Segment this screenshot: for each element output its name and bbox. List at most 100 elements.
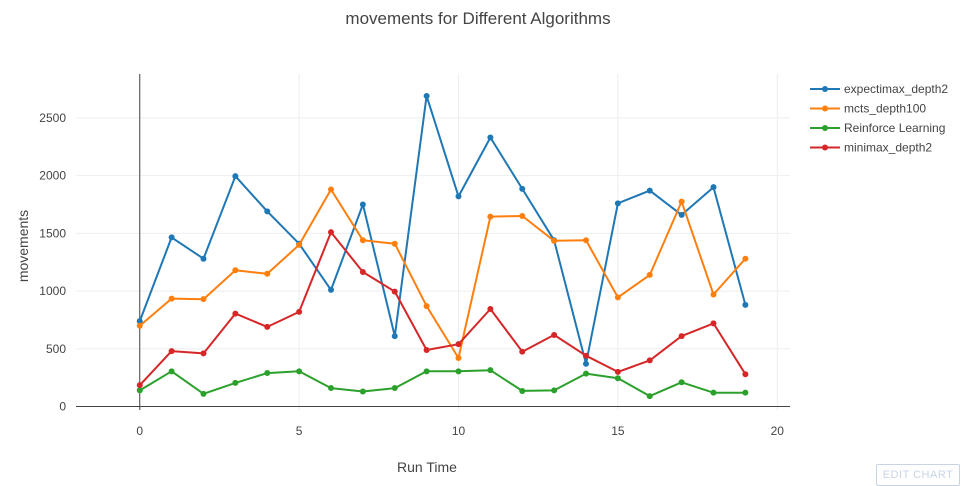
data-point[interactable] [328,186,334,193]
data-point[interactable] [391,240,398,247]
data-point[interactable] [200,390,207,397]
chart-title: movements for Different Algorithms [345,9,610,28]
data-point[interactable] [359,237,366,244]
data-point[interactable] [136,387,143,394]
data-point[interactable] [614,200,621,207]
data-point[interactable] [646,393,653,400]
data-point[interactable] [551,331,558,338]
data-point[interactable] [296,308,303,315]
data-point[interactable] [359,269,366,276]
legend-item[interactable]: expectimax_depth2 [810,82,948,96]
data-point[interactable] [136,322,143,329]
data-point[interactable] [678,379,685,386]
data-point[interactable] [455,193,462,200]
data-point[interactable] [519,213,526,220]
data-point[interactable] [264,270,271,277]
legend-marker [822,105,828,112]
data-point[interactable] [742,389,749,396]
data-point[interactable] [519,387,526,394]
data-point[interactable] [487,367,494,374]
data-point[interactable] [168,295,175,302]
data-point[interactable] [136,318,143,325]
data-point[interactable] [168,368,175,375]
data-point[interactable] [519,185,526,192]
data-point[interactable] [614,368,621,375]
data-point[interactable] [678,211,685,218]
data-point[interactable] [168,234,175,241]
legend-item[interactable]: minimax_depth2 [810,141,932,155]
data-point[interactable] [423,92,430,99]
legend-item[interactable]: Reinforce Learning [810,121,945,135]
data-point[interactable] [487,305,494,312]
data-point[interactable] [710,291,717,298]
data-point[interactable] [614,375,621,382]
data-point[interactable] [423,346,430,353]
data-point[interactable] [614,294,621,301]
data-point[interactable] [423,303,430,310]
y-tick-label: 1000 [39,284,66,298]
data-point[interactable] [359,388,366,395]
data-point[interactable] [742,301,749,308]
data-point[interactable] [232,310,239,317]
legend[interactable]: expectimax_depth2 mcts_depth100 Reinforce … [810,82,948,155]
data-point[interactable] [710,320,717,327]
data-point[interactable] [646,271,653,278]
data-point[interactable] [455,368,462,375]
data-point[interactable] [200,350,207,357]
data-point[interactable] [232,173,239,180]
data-point[interactable] [583,237,589,244]
data-point[interactable] [455,355,462,362]
data-point[interactable] [742,371,749,378]
legend-item[interactable]: mcts_depth100 [810,102,926,116]
data-point[interactable] [583,370,589,377]
series-line [139,231,747,386]
legend-label: Reinforce Learning [844,121,945,135]
data-point[interactable] [678,198,685,205]
data-point[interactable] [710,389,717,396]
data-point[interactable] [328,385,334,392]
legend-marker [822,125,828,131]
data-point[interactable] [423,368,430,375]
data-point[interactable] [551,387,558,394]
edit-chart-button[interactable]: EDIT CHART [876,464,960,486]
x-axis-label: Run Time [397,459,457,475]
data-point[interactable] [391,288,398,295]
data-point[interactable] [264,323,271,330]
data-point[interactable] [710,184,717,191]
data-point[interactable] [487,134,494,141]
data-point[interactable] [742,255,749,262]
data-point[interactable] [232,267,239,274]
data-point[interactable] [200,255,207,262]
legend-label: mcts_depth100 [844,102,926,116]
series-line [138,94,747,365]
data-point[interactable] [646,357,653,364]
data-point[interactable] [136,382,143,389]
x-tick-label: 0 [136,424,143,438]
data-point[interactable] [264,208,271,215]
data-point[interactable] [359,201,366,208]
y-tick-label: 2000 [39,169,66,183]
data-point[interactable] [232,379,239,386]
data-point[interactable] [296,368,303,375]
data-point[interactable] [264,370,271,377]
data-point[interactable] [391,385,398,392]
data-point[interactable] [487,213,494,220]
data-point[interactable] [519,348,526,355]
data-point[interactable] [455,341,462,348]
data-point[interactable] [200,296,207,303]
legend-marker [822,86,828,92]
axes: 0 5 10 15 20 0 500 1000 1500 2000 2500 [39,74,790,438]
data-point[interactable] [168,348,175,355]
legend-label: minimax_depth2 [844,141,932,155]
data-point[interactable] [328,229,334,236]
data-point[interactable] [551,237,558,244]
data-point[interactable] [328,286,334,293]
data-point[interactable] [678,333,685,340]
data-point[interactable] [583,360,589,367]
x-tick-label: 15 [611,424,625,438]
data-point[interactable] [296,241,303,248]
data-point[interactable] [391,333,398,340]
data-point[interactable] [646,187,653,194]
data-point[interactable] [583,352,589,359]
